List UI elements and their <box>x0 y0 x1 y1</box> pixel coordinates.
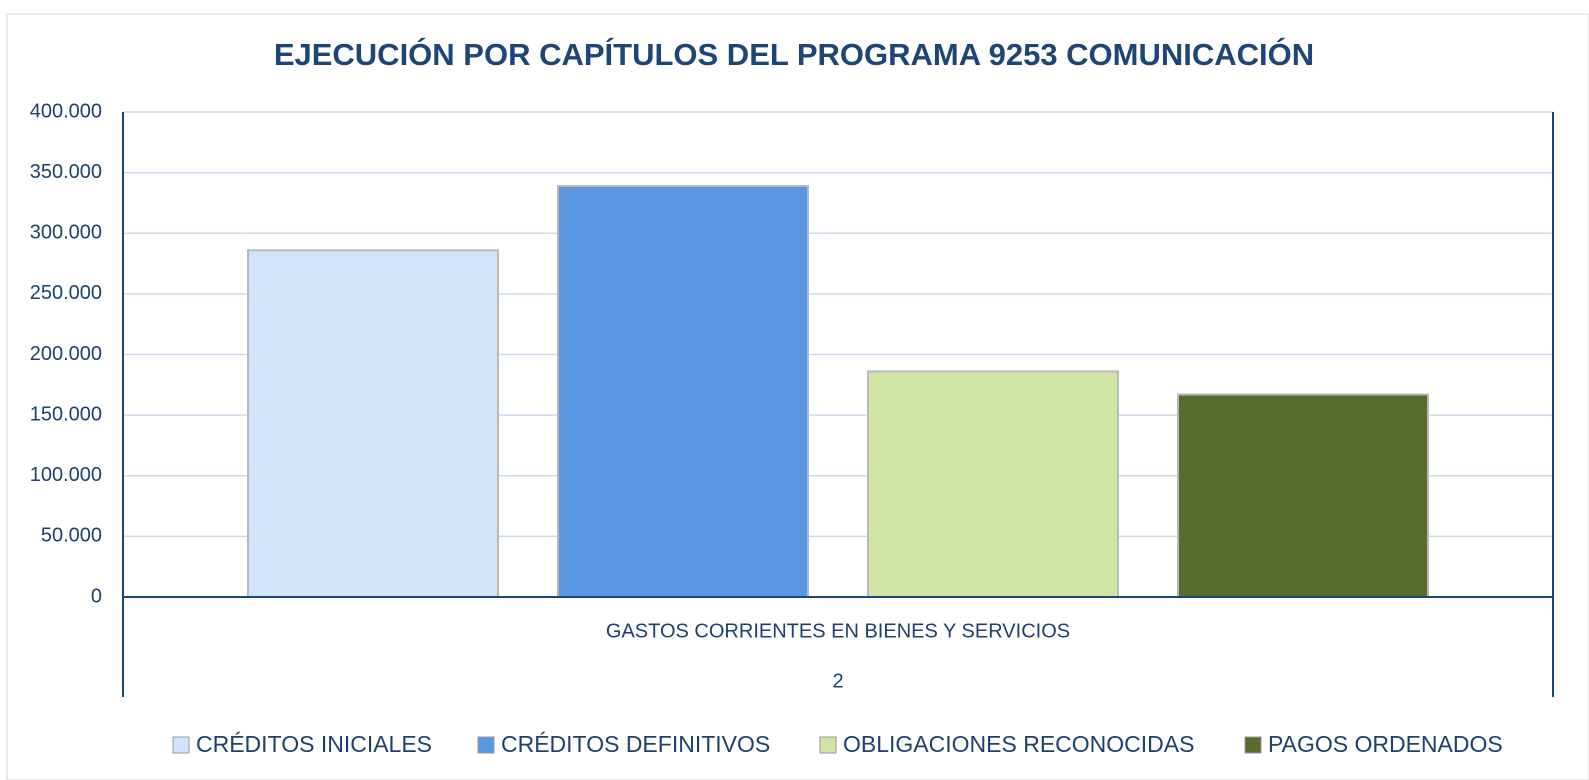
legend-label: CRÉDITOS INICIALES <box>196 731 432 757</box>
chart-title: EJECUCIÓN POR CAPÍTULOS DEL PROGRAMA 925… <box>274 36 1314 72</box>
legend-swatch <box>477 736 495 754</box>
bar <box>557 184 809 598</box>
y-tick-label: 300.000 <box>30 222 102 244</box>
legend-swatch <box>819 736 837 754</box>
y-tick-label: 100.000 <box>30 464 102 486</box>
bar <box>867 370 1119 598</box>
x-tick-label: GASTOS CORRIENTES EN BIENES Y SERVICIOS <box>606 620 1070 642</box>
x-group-label: 2 <box>832 670 843 692</box>
legend-swatch <box>1244 736 1262 754</box>
y-tick-label: 0 <box>91 585 102 607</box>
bar <box>1177 393 1429 599</box>
y-tick-label: 350.000 <box>30 161 102 183</box>
y-tick-label: 250.000 <box>30 282 102 304</box>
legend-label: PAGOS ORDENADOS <box>1268 731 1503 757</box>
y-tick-label: 400.000 <box>30 100 102 122</box>
legend-swatch <box>172 736 190 754</box>
bar <box>247 249 499 598</box>
y-tick-label: 200.000 <box>30 343 102 365</box>
legend-label: CRÉDITOS DEFINITIVOS <box>501 731 770 757</box>
y-tick-label: 150.000 <box>30 403 102 425</box>
legend-label: OBLIGACIONES RECONOCIDAS <box>843 731 1194 757</box>
y-tick-label: 50.000 <box>41 525 102 547</box>
